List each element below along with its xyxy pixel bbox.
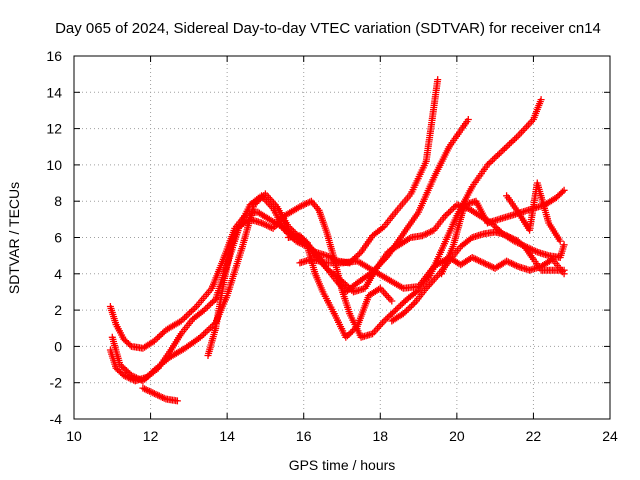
marker-trace	[204, 96, 545, 359]
x-tick-label: 20	[449, 428, 465, 444]
data-layer	[106, 76, 568, 405]
x-tick-label: 22	[526, 428, 542, 444]
marker-trace	[108, 116, 472, 385]
y-tick-label: -2	[50, 375, 63, 391]
x-tick-label: 24	[602, 428, 618, 444]
chart-title: Day 065 of 2024, Sidereal Day-to-day VTE…	[55, 20, 601, 37]
series-track-5	[204, 96, 545, 359]
marker-trace	[139, 384, 181, 405]
series-track-10	[503, 179, 564, 245]
y-tick-label: 10	[46, 157, 62, 173]
x-tick-label: 16	[296, 428, 312, 444]
marker-trace	[388, 228, 568, 325]
y-tick-label: -4	[50, 411, 63, 427]
y-tick-label: 12	[46, 121, 62, 137]
y-tick-label: 6	[54, 230, 62, 246]
y-tick-label: 2	[54, 302, 62, 318]
y-tick-label: 0	[54, 338, 62, 354]
series-track-9	[438, 186, 568, 278]
x-axis-label: GPS time / hours	[289, 457, 396, 473]
y-tick-label: 14	[46, 84, 62, 100]
y-tick-label: 8	[54, 193, 62, 209]
grid	[74, 56, 610, 419]
marker-trace	[503, 179, 564, 245]
series-track-4	[139, 384, 181, 405]
y-tick-label: 4	[54, 266, 62, 282]
x-tick-label: 18	[372, 428, 388, 444]
x-tick-label: 10	[66, 428, 82, 444]
marker-trace	[438, 186, 568, 278]
series-track-2	[108, 116, 472, 385]
y-axis-label: SDTVAR / TECUs	[6, 182, 22, 294]
x-tick-label: 12	[143, 428, 159, 444]
y-tick-label: 16	[46, 48, 62, 64]
x-tick-label: 14	[219, 428, 235, 444]
series-track-8	[388, 228, 568, 325]
